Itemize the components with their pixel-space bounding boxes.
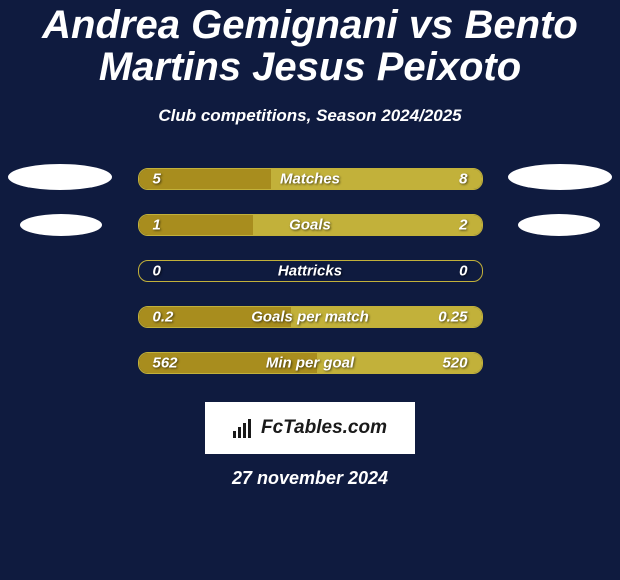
metric-row: 58Matches	[0, 156, 620, 202]
date-text: 27 november 2024	[0, 468, 620, 489]
metric-row: 0.20.25Goals per match	[0, 294, 620, 340]
metric-label: Min per goal	[139, 355, 482, 372]
bar-track: 00Hattricks	[138, 260, 483, 282]
bar-track: 0.20.25Goals per match	[138, 306, 483, 328]
metric-label: Matches	[139, 171, 482, 188]
logo-box: FcTables.com	[205, 402, 415, 454]
metric-label: Hattricks	[139, 263, 482, 280]
metric-label: Goals	[139, 217, 482, 234]
page-title: Andrea Gemignani vs Bento Martins Jesus …	[0, 0, 620, 88]
metric-label: Goals per match	[139, 309, 482, 326]
bar-track: 562520Min per goal	[138, 352, 483, 374]
metric-row: 12Goals	[0, 202, 620, 248]
player-ellipse	[508, 164, 612, 190]
player-ellipse	[20, 214, 102, 236]
comparison-chart: 58Matches 12Goals 00Hattricks 0.20.25Goals …	[0, 156, 620, 386]
bar-track: 58Matches	[138, 168, 483, 190]
subtitle: Club competitions, Season 2024/2025	[0, 106, 620, 126]
player-ellipse	[518, 214, 600, 236]
player-ellipse	[8, 164, 112, 190]
logo-text: FcTables.com	[261, 417, 387, 439]
bars-icon	[233, 418, 255, 438]
metric-row: 00Hattricks	[0, 248, 620, 294]
bar-track: 12Goals	[138, 214, 483, 236]
metric-row: 562520Min per goal	[0, 340, 620, 386]
